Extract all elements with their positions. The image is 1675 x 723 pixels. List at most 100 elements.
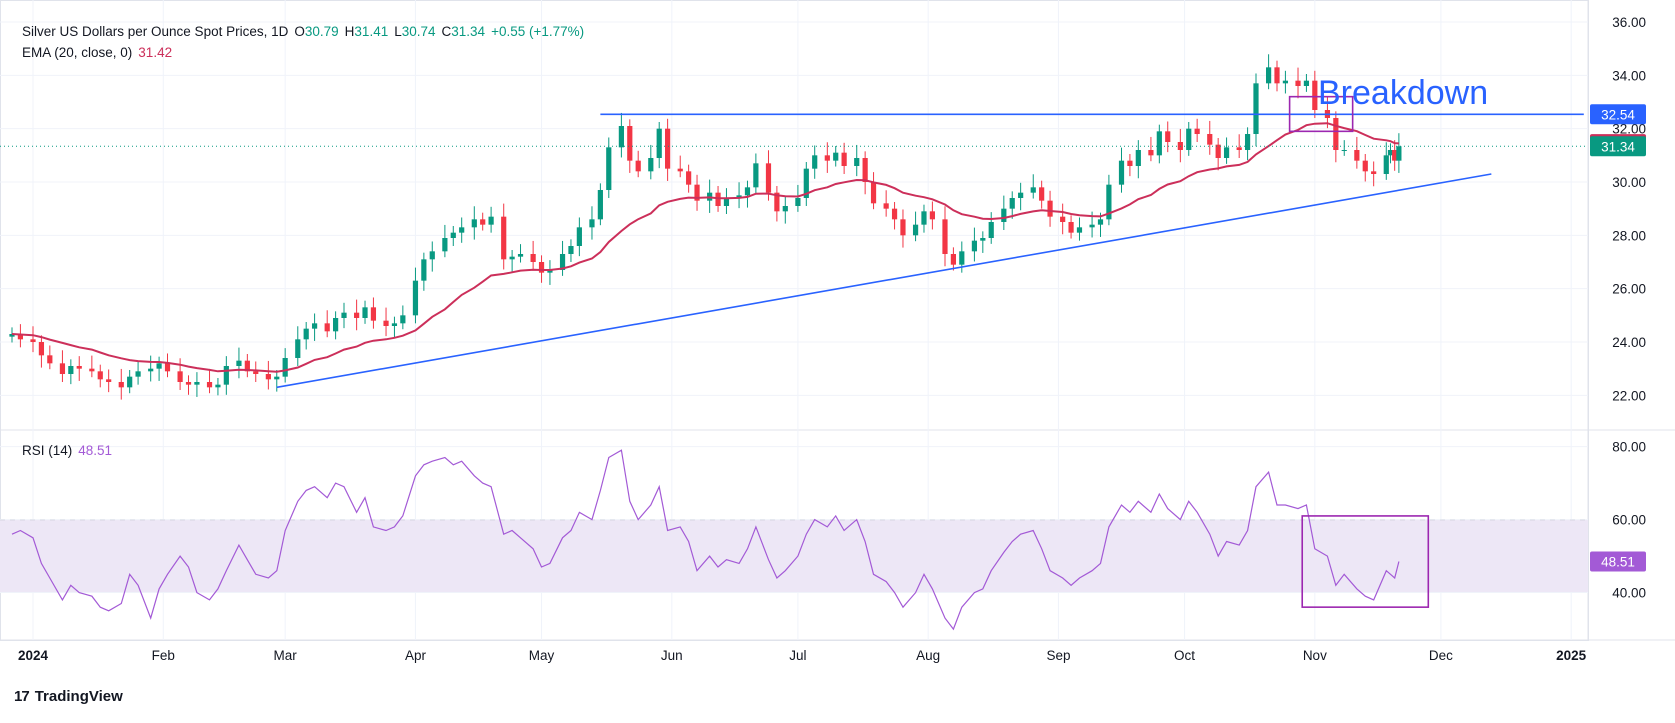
candle-body: [509, 256, 515, 260]
time-tick-label: Sep: [1046, 648, 1070, 663]
candle-up: [135, 361, 141, 385]
candle-up: [1282, 70, 1289, 94]
candle-up: [597, 183, 603, 226]
candle-body: [341, 312, 347, 318]
candle-body: [1274, 67, 1280, 84]
candle-body: [148, 368, 154, 372]
tradingview-logo-mark: 17: [14, 688, 30, 705]
candle-up: [1341, 140, 1347, 156]
candle-body: [715, 192, 721, 206]
candle-body: [618, 126, 624, 148]
candle-body: [694, 184, 700, 201]
rsi-line: [11, 449, 1400, 631]
candle-body: [421, 259, 427, 281]
candle-body: [812, 155, 818, 169]
candle-body: [206, 382, 213, 388]
candle-body: [900, 219, 906, 236]
candle-down: [265, 360, 271, 390]
candle-up: [988, 212, 994, 244]
time-tick-label: Dec: [1429, 648, 1453, 663]
candle-up: [618, 112, 624, 158]
candle-body: [1165, 131, 1171, 142]
price-tick-label: 28.00: [1612, 228, 1646, 243]
candle-up: [391, 316, 398, 339]
candle-body: [1068, 222, 1074, 233]
candle-up: [1156, 124, 1162, 164]
candle-body: [1194, 128, 1200, 134]
candle-down: [841, 142, 847, 174]
ascending-support-trendline: [276, 173, 1492, 389]
candle-body: [156, 363, 162, 369]
candle-body: [265, 374, 271, 380]
candle-body: [1030, 187, 1036, 193]
candle-body: [370, 307, 377, 321]
candle-body: [480, 219, 486, 225]
price-tag-label: 32.54: [1601, 107, 1635, 122]
rsi-tag: 48.51: [1590, 551, 1646, 572]
candle-body: [1127, 160, 1133, 166]
candle-body: [959, 251, 965, 265]
candle-body: [253, 371, 259, 374]
candle-body: [530, 254, 536, 262]
candle-down: [942, 206, 948, 267]
candle-up: [1244, 127, 1251, 161]
close-value: 31.34: [451, 24, 486, 39]
candle-body: [1089, 224, 1095, 228]
candle-up: [744, 180, 751, 208]
candle-body: [1244, 134, 1251, 150]
high-value: 31.41: [354, 24, 389, 39]
time-tick-label: Apr: [405, 648, 427, 663]
candle-body: [1265, 67, 1272, 84]
candle-up: [723, 188, 730, 214]
candle-up: [1030, 174, 1036, 199]
candle-body: [1018, 192, 1024, 198]
candle-down: [900, 209, 906, 248]
candle-body: [244, 360, 250, 372]
candle-up: [1076, 217, 1083, 241]
candle-body: [303, 328, 309, 340]
candle-body: [68, 366, 74, 374]
candle-down: [1194, 118, 1200, 142]
price-tick-label: 26.00: [1612, 282, 1646, 297]
candle-body: [1387, 150, 1394, 156]
candle-body: [1295, 80, 1301, 86]
candle-body: [803, 168, 809, 198]
candle-body: [559, 254, 566, 270]
price-tick-label: 24.00: [1612, 335, 1646, 350]
price-tag-label: 31.34: [1601, 139, 1635, 154]
rsi-band: [0, 519, 1588, 593]
candle-body: [648, 158, 654, 172]
candle-down: [1060, 203, 1066, 235]
candle-up: [442, 224, 448, 258]
candle-body: [627, 126, 633, 161]
candle-down: [76, 356, 82, 381]
candle-down: [1371, 161, 1377, 187]
candle-down: [177, 358, 183, 390]
candle-body: [862, 158, 868, 182]
candle-body: [459, 227, 465, 233]
candle-down: [1165, 121, 1171, 153]
candle-up: [311, 313, 318, 341]
candle-down: [370, 297, 377, 329]
tradingview-logo[interactable]: 17 TradingView: [14, 688, 123, 705]
candle-body: [177, 371, 183, 382]
candle-down: [950, 247, 956, 271]
candle-down: [627, 119, 633, 173]
candle-up: [362, 300, 368, 324]
candle-body: [665, 128, 671, 169]
open-value: 30.79: [304, 24, 339, 39]
candle-down: [929, 201, 935, 230]
candle-body: [59, 363, 66, 374]
time-tick-label: Aug: [916, 648, 940, 663]
candle-up: [589, 206, 595, 240]
candle-up: [1383, 142, 1389, 180]
candle-up: [921, 204, 927, 233]
rsi-tick-label: 60.00: [1612, 513, 1646, 528]
candle-body: [744, 187, 751, 196]
candle-up: [148, 355, 154, 382]
candle-body: [950, 254, 956, 265]
price-axis: 36.00 34.00 32.00 30.00 28.00 26.00 24.00 22.00: [0, 15, 1646, 403]
candle-body: [1341, 150, 1347, 151]
candle-body: [1253, 83, 1259, 134]
candle-up: [971, 227, 978, 262]
